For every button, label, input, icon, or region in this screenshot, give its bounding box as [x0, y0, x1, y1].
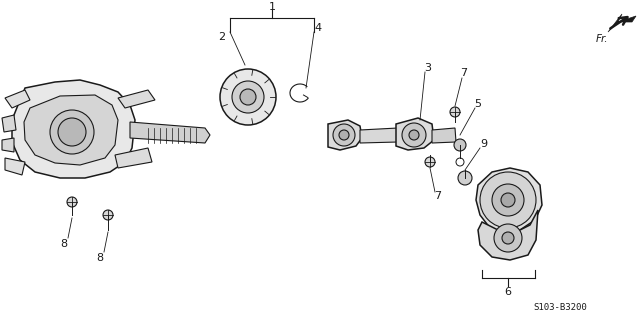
- Circle shape: [494, 224, 522, 252]
- Text: 3: 3: [424, 63, 431, 73]
- Circle shape: [402, 123, 426, 147]
- Circle shape: [501, 193, 515, 207]
- Circle shape: [67, 197, 77, 207]
- Polygon shape: [24, 95, 118, 165]
- Polygon shape: [2, 138, 14, 152]
- Polygon shape: [118, 90, 155, 108]
- Circle shape: [502, 232, 514, 244]
- Text: 1: 1: [269, 2, 275, 12]
- Text: 7: 7: [460, 68, 468, 78]
- Circle shape: [58, 118, 86, 146]
- Polygon shape: [130, 122, 210, 143]
- Circle shape: [454, 139, 466, 151]
- Text: 5: 5: [474, 99, 481, 109]
- Text: 8: 8: [60, 239, 68, 249]
- Text: 8: 8: [97, 253, 104, 263]
- Circle shape: [240, 89, 256, 105]
- Text: Fr.: Fr.: [596, 34, 609, 44]
- Polygon shape: [432, 128, 456, 143]
- Polygon shape: [2, 115, 16, 132]
- Text: 6: 6: [504, 287, 511, 297]
- Polygon shape: [5, 158, 25, 175]
- Text: 4: 4: [314, 23, 321, 33]
- Circle shape: [232, 81, 264, 113]
- Circle shape: [425, 157, 435, 167]
- Circle shape: [50, 110, 94, 154]
- Circle shape: [480, 172, 536, 228]
- Text: 2: 2: [218, 32, 225, 42]
- Circle shape: [333, 124, 355, 146]
- Polygon shape: [328, 120, 362, 150]
- Polygon shape: [360, 128, 400, 143]
- Polygon shape: [396, 118, 434, 150]
- Polygon shape: [608, 14, 636, 32]
- Circle shape: [339, 130, 349, 140]
- Text: 7: 7: [435, 191, 442, 201]
- Polygon shape: [5, 90, 30, 108]
- Circle shape: [492, 184, 524, 216]
- Polygon shape: [115, 148, 152, 168]
- Polygon shape: [12, 80, 135, 178]
- Text: S103-B3200: S103-B3200: [533, 303, 587, 312]
- Polygon shape: [476, 168, 542, 233]
- Circle shape: [220, 69, 276, 125]
- Circle shape: [458, 171, 472, 185]
- Text: 9: 9: [481, 139, 488, 149]
- Circle shape: [103, 210, 113, 220]
- Circle shape: [450, 107, 460, 117]
- Circle shape: [409, 130, 419, 140]
- Polygon shape: [478, 210, 538, 260]
